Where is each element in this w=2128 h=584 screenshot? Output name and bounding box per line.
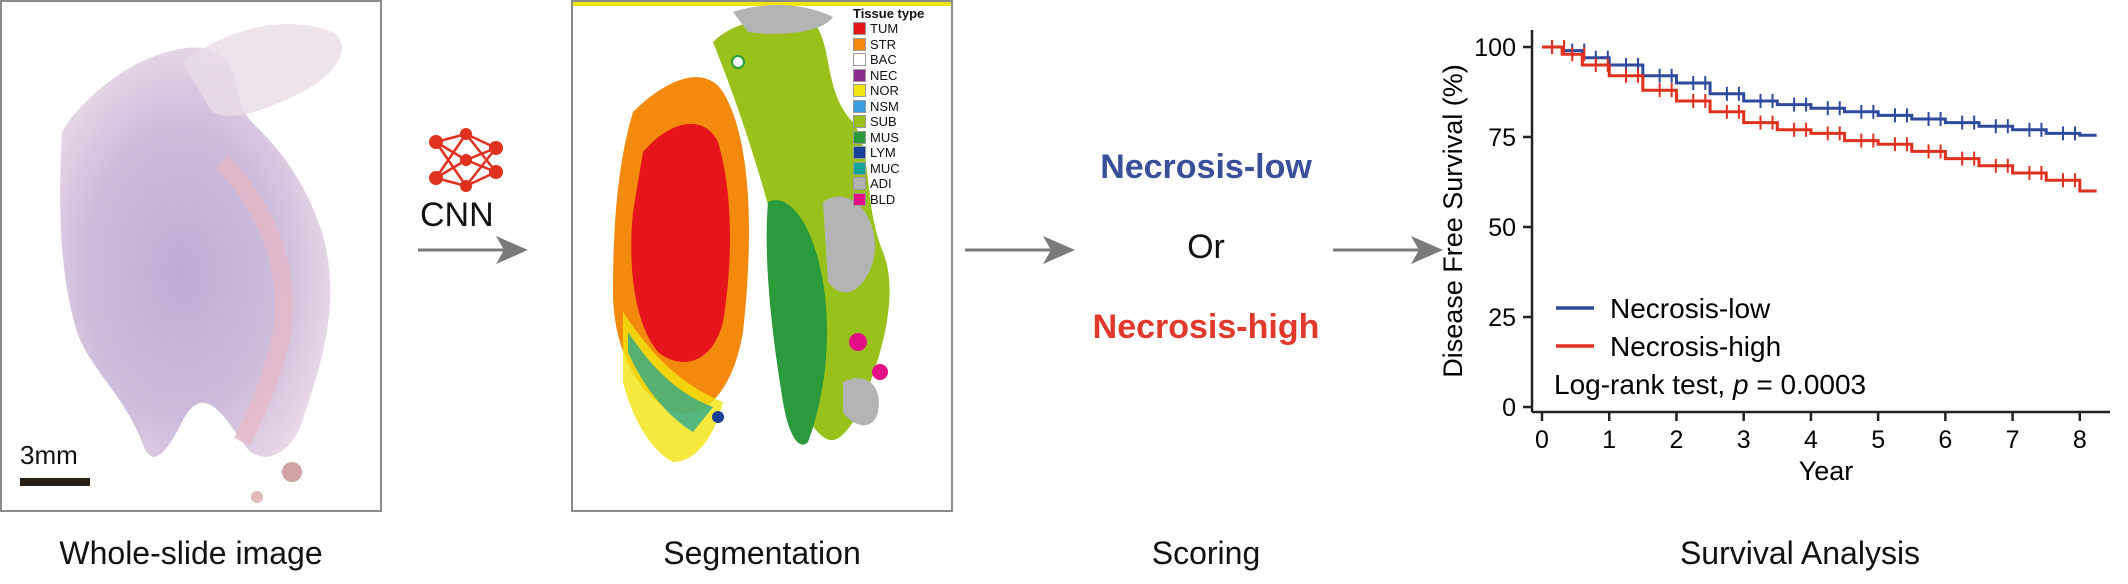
tissue-legend-label: BLD	[870, 191, 896, 207]
logrank-p: p	[1732, 369, 1749, 400]
tissue-legend-label: NSM	[870, 98, 899, 114]
tissue-legend-label: NOR	[870, 83, 899, 99]
logrank-value: = 0.0003	[1749, 369, 1867, 400]
tissue-legend-swatch	[853, 192, 866, 206]
necrosis-high-label: Necrosis-high	[1092, 308, 1320, 346]
tissue-legend-swatch	[853, 177, 866, 191]
tissue-legend-item: SUB	[853, 114, 949, 130]
or-label: Or	[1187, 228, 1225, 266]
tissue-legend-label: ADI	[870, 176, 892, 192]
y-tick-label: 25	[1488, 304, 1516, 332]
x-tick-label: 6	[1938, 426, 1952, 454]
tissue-legend-list: TUM STR BAC NEC NOR NSM SUB MUS LYM MUC ADI BLD	[853, 21, 949, 207]
tissue-legend-swatch	[853, 53, 866, 67]
logrank-annotation: Log-rank test, p = 0.0003	[1554, 369, 1866, 400]
tissue-legend-swatch	[853, 68, 866, 82]
x-tick-label: 2	[1670, 426, 1684, 454]
neural-network-icon	[429, 128, 503, 192]
survival-chart: 0 25 50 75 100 0 1 2 3 4 5 6 7 8 Year Disease Free Surv…	[1438, 30, 2110, 486]
tissue-legend-item: NEC	[853, 68, 949, 84]
segmentation-frame	[571, 0, 953, 512]
segmentation-map	[573, 2, 951, 462]
tissue-legend-item: BLD	[853, 192, 949, 208]
tissue-legend-swatch	[853, 130, 866, 144]
wsi-frame	[0, 0, 382, 512]
tissue-legend-label: MUS	[870, 129, 899, 145]
tissue-legend-label: MUC	[870, 160, 900, 176]
necrosis-low-label: Necrosis-low	[1100, 148, 1312, 186]
tissue-legend-title: Tissue type	[853, 6, 925, 21]
tissue-legend-item: NOR	[853, 83, 949, 99]
tissue-legend-item: BAC	[853, 52, 949, 68]
tissue-legend-label: NEC	[870, 67, 898, 83]
survival-caption: Survival Analysis	[1679, 535, 1921, 571]
tissue-legend-label: SUB	[870, 114, 897, 130]
tissue-legend-label: TUM	[870, 21, 899, 37]
tissue-legend-item: ADI	[853, 176, 949, 192]
y-tick-label: 50	[1488, 214, 1516, 242]
scale-bar	[20, 478, 90, 486]
legend-label-low: Necrosis-low	[1610, 293, 1771, 324]
tissue-legend-label: LYM	[870, 145, 896, 161]
x-tick-label: 1	[1602, 426, 1616, 454]
tissue-legend-item: STR	[853, 37, 949, 53]
tissue-legend-item: LYM	[853, 145, 949, 161]
cnn-label: CNN	[420, 196, 494, 234]
x-tick-label: 7	[2006, 426, 2020, 454]
legend-label-high: Necrosis-high	[1610, 331, 1781, 362]
tissue-legend-item: NSM	[853, 99, 949, 115]
logrank-prefix: Log-rank test,	[1554, 369, 1733, 400]
wsi-caption: Whole-slide image	[59, 535, 323, 571]
arrow-right-icon	[418, 236, 528, 264]
y-axis-label: Disease Free Survival (%)	[1438, 64, 1468, 378]
tissue-legend-swatch	[853, 99, 866, 113]
tissue-legend-item: MUS	[853, 130, 949, 146]
arrow-right-icon	[1333, 236, 1443, 264]
y-tick-label: 100	[1474, 34, 1516, 62]
x-tick-label: 0	[1535, 426, 1549, 454]
tissue-legend-label: BAC	[870, 52, 897, 68]
arrow-right-icon	[965, 236, 1075, 264]
tissue-legend-swatch	[853, 84, 866, 98]
scale-bar-label: 3mm	[20, 440, 78, 470]
x-tick-label: 3	[1737, 426, 1751, 454]
tissue-legend-swatch	[853, 37, 866, 51]
tissue-legend-swatch	[853, 146, 866, 160]
tissue-legend-item: MUC	[853, 161, 949, 177]
segmentation-caption: Segmentation	[663, 535, 861, 571]
wsi-tissue-image	[60, 23, 342, 503]
tissue-legend-swatch	[853, 161, 866, 175]
x-tick-label: 5	[1871, 426, 1885, 454]
survival-curve-high	[1542, 45, 2097, 193]
y-tick-label: 75	[1488, 124, 1516, 152]
scoring-caption: Scoring	[1151, 535, 1261, 571]
x-tick-label: 8	[2073, 426, 2087, 454]
tissue-legend-label: STR	[870, 36, 896, 52]
tissue-legend-item: TUM	[853, 21, 949, 37]
x-axis-label: Year	[1799, 456, 1854, 486]
tissue-legend: Tissue type TUM STR BAC NEC NOR NSM SUB MUS LYM M…	[853, 6, 949, 207]
x-tick-label: 4	[1804, 426, 1818, 454]
y-tick-label: 0	[1502, 394, 1516, 422]
tissue-legend-swatch	[853, 115, 866, 129]
tissue-legend-swatch	[853, 22, 866, 36]
